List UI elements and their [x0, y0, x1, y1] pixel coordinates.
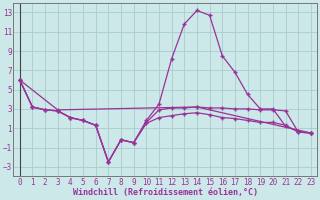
X-axis label: Windchill (Refroidissement éolien,°C): Windchill (Refroidissement éolien,°C) [73, 188, 258, 197]
